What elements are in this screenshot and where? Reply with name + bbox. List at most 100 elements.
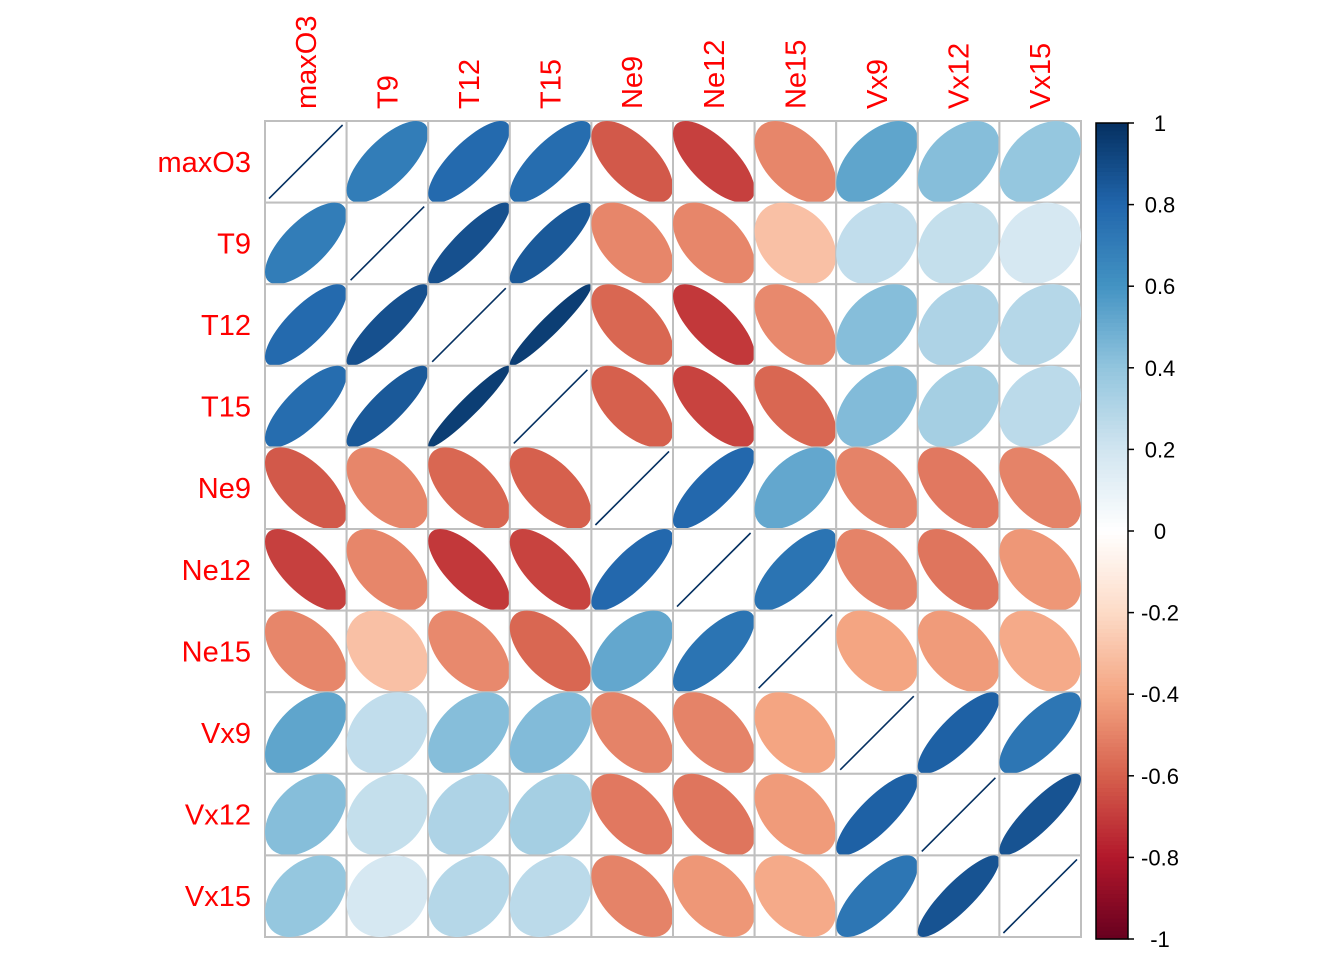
colorbar-segment [1096, 237, 1128, 242]
corr-mark [673, 121, 755, 203]
colorbar-segment [1096, 302, 1128, 308]
colorbar-segment [1096, 322, 1128, 328]
colorbar-segment [1096, 518, 1128, 524]
corr-mark [509, 447, 592, 530]
colorbar-segment [1096, 461, 1128, 467]
corr-mark [264, 447, 347, 530]
corr-cell-T12-Ne15 [753, 283, 838, 367]
corr-cell-Ne15-maxO3 [264, 609, 348, 694]
corr-mark [264, 202, 347, 285]
corr-mark [346, 610, 429, 693]
corr-mark [836, 202, 918, 285]
corr-cell-Vx12-T12 [427, 772, 511, 857]
corr-mark [509, 528, 592, 611]
colorbar-segment [1096, 404, 1128, 410]
colorbar-segment [1096, 771, 1128, 777]
colorbar-segment [1096, 588, 1128, 593]
colorbar-segment [1096, 192, 1128, 198]
corr-mark [428, 120, 510, 203]
corr-cell-T12-Vx9 [835, 283, 919, 367]
colorbar-segment [1096, 694, 1128, 699]
colorbar-segment [1096, 367, 1128, 373]
colorbar-tick-label: 0.2 [1145, 437, 1176, 462]
colorbar-segment [1096, 918, 1128, 924]
corr-cell-Ne15-Ne15 [753, 609, 838, 694]
corr-cell-T12-Ne9 [590, 283, 675, 367]
corr-cell-Vx12-Vx15 [998, 772, 1083, 857]
column-label-T9: T9 [372, 75, 404, 109]
corr-mark [836, 120, 918, 203]
colorbar-segment [1096, 804, 1128, 810]
corr-cell-Vx12-T15 [508, 772, 593, 857]
colorbar-segment [1096, 620, 1128, 626]
corr-cell-Ne15-Vx9 [835, 609, 919, 694]
corr-cell-Ne12-maxO3 [264, 528, 348, 612]
corr-cell-Vx9-T12 [427, 691, 511, 775]
corr-mark [509, 284, 592, 366]
corr-cell-Ne12-T15 [508, 528, 593, 612]
corr-mark [346, 528, 429, 611]
colorbar-segment [1096, 347, 1128, 353]
colorbar-segment [1096, 539, 1128, 544]
colorbar-segment [1096, 706, 1128, 712]
corr-cell-Ne9-Vx9 [835, 446, 919, 530]
corr-mark [591, 202, 674, 285]
corr-mark [591, 284, 674, 366]
colorbar-segment [1096, 649, 1128, 654]
colorbar-segment [1096, 363, 1128, 369]
colorbar-segment [1096, 278, 1128, 283]
corr-cell-Vx15-T9 [345, 854, 430, 939]
colorbar-segment [1096, 543, 1128, 548]
corr-mark [921, 777, 996, 852]
colorbar-segment [1096, 486, 1128, 491]
corr-mark [673, 447, 755, 530]
colorbar-segment [1096, 698, 1128, 703]
colorbar-segment [1096, 180, 1128, 185]
colorbar-segment [1096, 123, 1128, 128]
colorbar-segment [1096, 837, 1128, 842]
corr-cell-maxO3-Ne12 [672, 120, 756, 204]
colorbar-segment [1096, 310, 1128, 316]
corr-mark [591, 365, 674, 448]
row-label-Ne12: Ne12 [182, 555, 251, 587]
corr-cell-Ne15-Vx12 [916, 609, 1001, 694]
corr-mark [428, 528, 510, 611]
corr-mark [428, 692, 510, 774]
corr-cell-Vx12-maxO3 [264, 772, 348, 857]
colorbar-segment [1096, 816, 1128, 822]
colorbar-segment [1096, 159, 1128, 165]
colorbar-segment [1096, 930, 1128, 936]
colorbar-segment [1096, 751, 1128, 756]
colorbar-segment [1096, 375, 1128, 381]
colorbar-segment [1096, 788, 1128, 793]
colorbar-segment [1096, 339, 1128, 344]
colorbar-segment [1096, 735, 1128, 740]
colorbar-segment [1096, 208, 1128, 214]
colorbar-segment [1096, 335, 1128, 340]
colorbar-segment [1096, 359, 1128, 365]
row-label-T15: T15 [201, 392, 251, 424]
corr-mark [754, 202, 837, 285]
colorbar-segment [1096, 906, 1128, 912]
corr-cell-Vx15-maxO3 [264, 854, 348, 939]
colorbar-segment [1096, 881, 1128, 887]
corr-mark [264, 610, 347, 693]
colorbar-segment [1096, 796, 1128, 801]
colorbar-segment [1096, 176, 1128, 181]
colorbar-segment [1096, 783, 1128, 789]
colorbar-segment [1096, 212, 1128, 218]
corr-mark [999, 610, 1081, 693]
corr-cell-Ne9-Ne12 [672, 446, 756, 530]
colorbar-segment [1096, 245, 1128, 251]
colorbar-segment [1096, 657, 1128, 663]
colorbar-segment [1096, 567, 1128, 573]
corr-cell-T15-Vx9 [835, 364, 919, 449]
corr-cell-T12-Ne12 [672, 283, 756, 367]
corr-cell-maxO3-T15 [508, 120, 593, 204]
corr-mark [346, 692, 429, 774]
corr-mark [672, 365, 755, 448]
colorbar-segment [1096, 477, 1128, 483]
column-label-Vx9: Vx9 [862, 59, 894, 109]
colorbar-segment [1096, 531, 1128, 536]
corr-mark [839, 695, 915, 771]
